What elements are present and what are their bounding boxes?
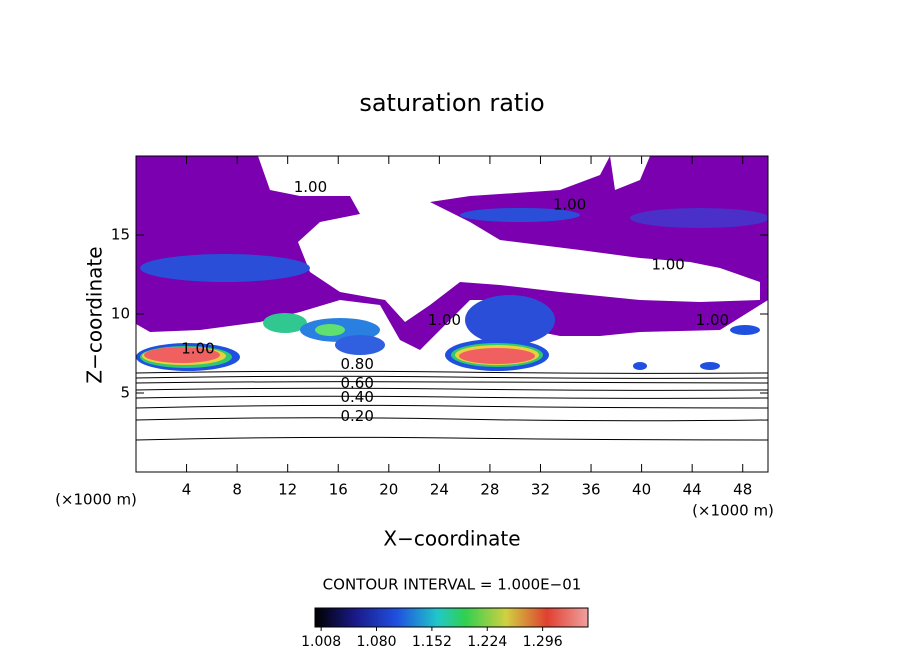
chart-title: saturation ratio [359,89,544,117]
x-tick-label: 4 [182,481,192,499]
x-tick-label: 16 [329,481,348,499]
x-tick-label: 20 [379,481,398,499]
filled-contours [136,156,768,441]
contour-interval: CONTOUR INTERVAL = 1.000E−01 [323,576,582,594]
y-tick-label: 5 [120,384,130,402]
colorbar-tick-label: 1.152 [412,634,452,650]
contour-label: 0.20 [340,407,373,425]
y-tick-label: 10 [111,305,130,323]
contour-label: 0.40 [340,388,373,406]
contour-label: 1.00 [428,311,461,329]
x-tick-label: 28 [480,481,499,499]
contour-label: 1.00 [294,178,327,196]
x-tick-label: 8 [232,481,242,499]
x-tick-label: 36 [581,481,600,499]
y-axis-label: Z−coordinate [83,246,107,383]
y-tick-label: 15 [111,226,130,244]
colorbar-tick-label: 1.296 [523,634,563,650]
x-tick-label: 32 [531,481,550,499]
x-tick-label: 44 [683,481,702,499]
contour-label: 1.00 [651,256,684,274]
x-unit-label: (×1000 m) [692,502,774,520]
x-tick-label: 48 [733,481,752,499]
x-tick-label: 24 [430,481,449,499]
x-tick-label: 40 [632,481,651,499]
contour-label: 0.60 [340,374,373,392]
x-axis-label: X−coordinate [383,527,520,551]
x-tick-label: 12 [278,481,297,499]
y-unit-label: (×1000 m) [55,491,137,509]
contour-label: 0.80 [340,355,373,373]
contour-label: 1.00 [696,311,729,329]
colorbar-tick-label: 1.080 [356,634,396,650]
contour-label: 1.00 [181,339,214,357]
colorbar-tick-label: 1.224 [467,634,507,650]
contour-label: 1.00 [553,195,586,213]
colorbar-tick-label: 1.008 [301,634,341,650]
colorbar [314,607,589,628]
